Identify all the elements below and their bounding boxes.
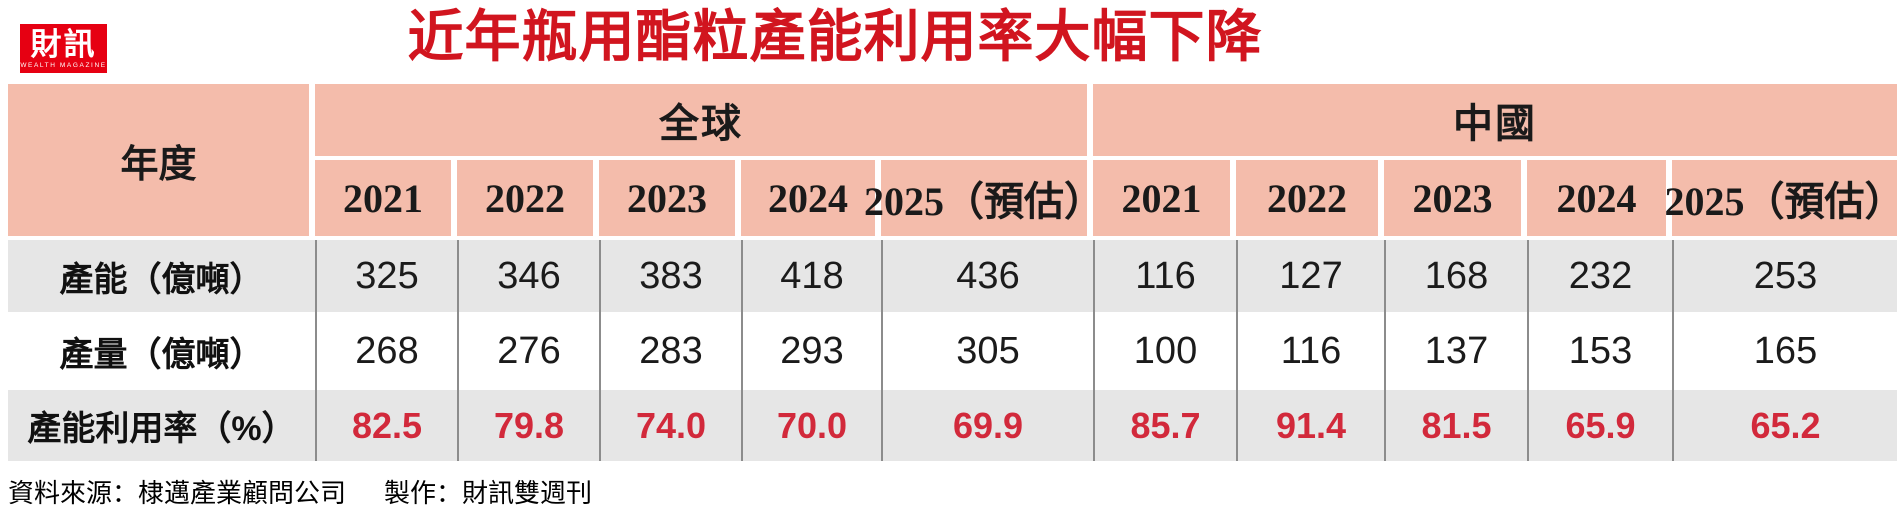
value-cell: 100 (1093, 312, 1236, 390)
value-cell: 436 (881, 240, 1093, 312)
year-corner-header: 年度 (8, 84, 315, 240)
value-cell: 293 (741, 312, 881, 390)
row-label-utilization-rate: 產能利用率（%） (8, 390, 315, 461)
logo-text: 財訊 (30, 26, 97, 62)
source-note: 資料來源：棣邁產業顧問公司 (8, 478, 347, 508)
year-header-china-2025e: 2025（預估） (1665, 160, 1900, 240)
value-cell: 69.9 (881, 390, 1093, 461)
group-header-global: 全球 (315, 84, 1093, 160)
year-header-global-2022: 2022 (457, 160, 599, 240)
value-cell: 346 (457, 240, 599, 312)
value-cell: 418 (741, 240, 881, 312)
value-cell: 116 (1236, 312, 1384, 390)
value-cell: 116 (1093, 240, 1236, 312)
value-cell: 165 (1672, 312, 1897, 390)
year-header-global-2025e: 2025（預估） (864, 160, 1104, 240)
value-cell: 65.2 (1672, 390, 1897, 461)
value-cell: 137 (1384, 312, 1527, 390)
value-cell: 79.8 (457, 390, 599, 461)
year-header-china-2021: 2021 (1093, 160, 1236, 240)
year-header-china-2023: 2023 (1384, 160, 1527, 240)
value-cell: 325 (315, 240, 457, 312)
capacity-utilization-table: 年度 全球 中國 2021 2022 2023 2024 2025（預估） 20… (8, 84, 1900, 461)
value-cell: 91.4 (1236, 390, 1384, 461)
value-cell: 168 (1384, 240, 1527, 312)
value-cell: 153 (1527, 312, 1672, 390)
row-label-capacity: 產能（億噸） (8, 240, 315, 312)
value-cell: 70.0 (741, 390, 881, 461)
value-cell: 268 (315, 312, 457, 390)
year-header-china-2022: 2022 (1236, 160, 1384, 240)
value-cell: 82.5 (315, 390, 457, 461)
value-cell: 305 (881, 312, 1093, 390)
value-cell: 81.5 (1384, 390, 1527, 461)
year-header-global-2021: 2021 (315, 160, 457, 240)
value-cell: 383 (599, 240, 741, 312)
footer-band: 資料來源：棣邁產業顧問公司 製作：財訊雙週刊 (8, 473, 1900, 510)
value-cell: 65.9 (1527, 390, 1672, 461)
year-header-china-2024: 2024 (1527, 160, 1672, 240)
value-cell: 85.7 (1093, 390, 1236, 461)
page-title: 近年瓶用酯粒產能利用率大幅下降 (407, 7, 1263, 69)
value-cell: 276 (457, 312, 599, 390)
value-cell: 283 (599, 312, 741, 390)
wealth-magazine-logo: 財訊 WEALTH MAGAZINE (20, 24, 107, 73)
group-header-china: 中國 (1093, 84, 1897, 160)
credit-note: 製作：財訊雙週刊 (384, 478, 593, 508)
year-header-global-2023: 2023 (599, 160, 741, 240)
header-band: 財訊 WEALTH MAGAZINE 近年瓶用酯粒產能利用率大幅下降 (0, 0, 1900, 84)
value-cell: 127 (1236, 240, 1384, 312)
value-cell: 74.0 (599, 390, 741, 461)
year-header-global-2024: 2024 (741, 160, 881, 240)
value-cell: 253 (1672, 240, 1897, 312)
row-label-production: 產量（億噸） (8, 312, 315, 390)
logo-subtext: WEALTH MAGAZINE (20, 61, 107, 69)
value-cell: 232 (1527, 240, 1672, 312)
